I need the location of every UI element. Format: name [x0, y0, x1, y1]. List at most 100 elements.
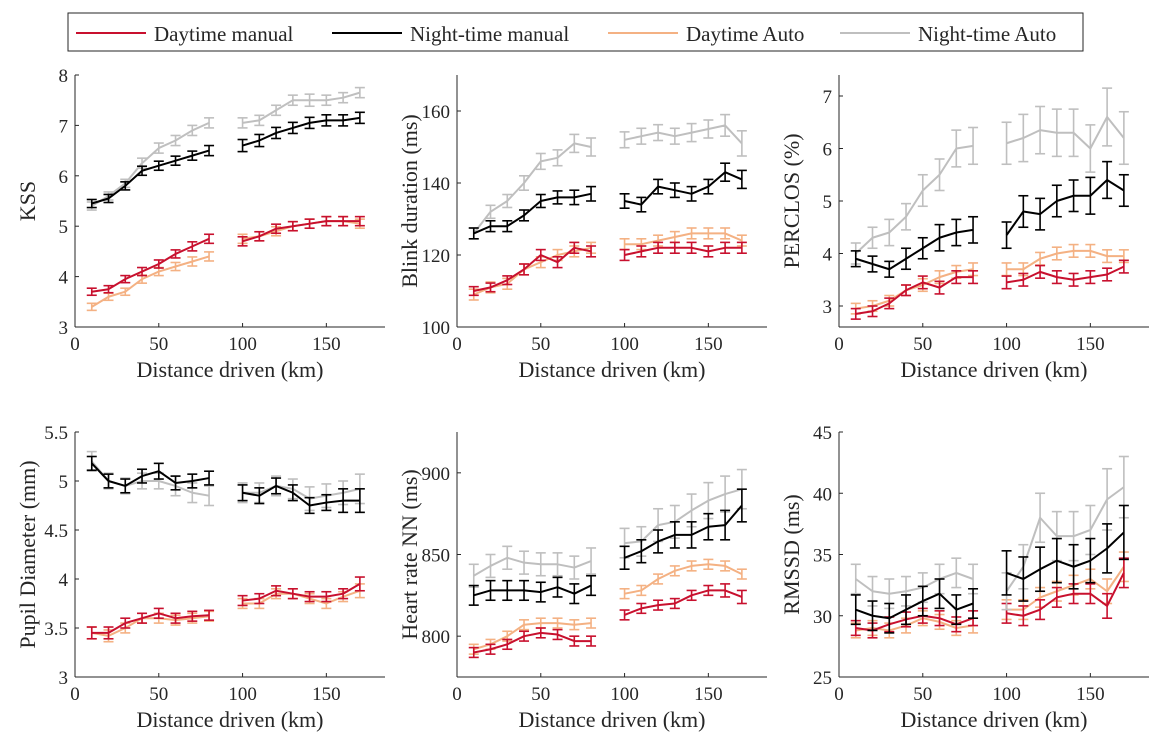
- series-night-time-manual: [86, 455, 365, 515]
- error-bar: [519, 579, 530, 602]
- error-bar: [552, 255, 563, 269]
- y-tick-label: 3.5: [44, 619, 68, 640]
- x-tick-label: 100: [992, 334, 1021, 355]
- error-bar: [1085, 270, 1096, 285]
- error-bar: [187, 150, 198, 161]
- error-bar: [354, 111, 365, 125]
- y-tick-label: 4: [823, 245, 833, 266]
- x-tick-label: 100: [992, 684, 1021, 705]
- error-bar: [137, 468, 148, 484]
- error-bar: [884, 297, 895, 310]
- error-bar: [304, 590, 315, 603]
- error-bar: [703, 178, 714, 195]
- error-bar: [569, 583, 580, 605]
- series-night-time-auto: [850, 455, 1129, 611]
- error-bar: [338, 91, 349, 104]
- error-bar: [86, 455, 97, 472]
- error-bar: [669, 127, 680, 145]
- series-daytime-manual: [468, 583, 747, 659]
- error-bar: [354, 215, 365, 227]
- series-line-daytime-manual: [624, 589, 743, 616]
- y-tick-label: 25: [813, 668, 832, 689]
- error-bar: [535, 248, 546, 262]
- error-bar: [187, 610, 198, 622]
- series-line-night-time-auto: [473, 556, 592, 577]
- panel-heart-rate-nn: 0 50 100 150 800 850 900 Distance driven (km) He…: [397, 432, 767, 732]
- series-line-daytime-manual: [91, 612, 210, 634]
- error-bar: [703, 512, 714, 541]
- error-bar: [586, 137, 597, 157]
- x-tick-label: 50: [913, 684, 932, 705]
- series-night-time-auto: [86, 450, 365, 512]
- error-bar: [170, 249, 181, 259]
- error-bar: [1068, 272, 1079, 287]
- y-tick-label: 4: [59, 268, 69, 289]
- error-bar: [720, 162, 731, 182]
- error-bar: [237, 117, 248, 129]
- error-bar: [884, 218, 895, 247]
- error-bar: [485, 282, 496, 293]
- error-bar: [287, 220, 298, 232]
- error-bar: [619, 609, 630, 621]
- error-bar: [535, 193, 546, 209]
- error-bar: [736, 568, 747, 580]
- y-tick-label: 8: [59, 66, 69, 87]
- error-bar: [103, 626, 114, 640]
- error-bar: [1102, 523, 1113, 574]
- error-bar: [1085, 176, 1096, 215]
- legend-entry-night-time-manual: Night-time manual: [332, 22, 569, 46]
- x-tick-label: 50: [913, 334, 932, 355]
- series-line-daytime-auto: [1006, 249, 1124, 271]
- error-bar: [552, 617, 563, 629]
- legend-entry-daytime-auto: Daytime Auto: [608, 22, 804, 46]
- series-line-daytime-auto: [91, 255, 210, 308]
- series-daytime-manual: [86, 215, 365, 297]
- error-bar: [86, 198, 97, 209]
- error-bar: [254, 114, 265, 127]
- series-daytime-auto: [86, 215, 365, 312]
- error-bar: [552, 190, 563, 205]
- error-bar: [1102, 249, 1113, 264]
- panel-blink-duration: 0 50 100 150 100 120 140 160 Distance driven (km…: [397, 75, 767, 382]
- error-bar: [304, 496, 315, 515]
- series-line-night-time-auto: [855, 144, 974, 255]
- error-bar: [669, 182, 680, 199]
- error-bar: [720, 241, 731, 254]
- error-bar: [485, 204, 496, 220]
- legend-box: [67, 12, 1084, 52]
- error-bar: [204, 470, 215, 486]
- error-bar: [586, 185, 597, 202]
- y-tick-label: 900: [422, 464, 451, 485]
- error-bar: [720, 113, 731, 137]
- error-bar: [287, 94, 298, 107]
- error-bar: [1102, 160, 1113, 200]
- error-bar: [354, 86, 365, 99]
- error-bar: [519, 619, 530, 631]
- error-bar: [1001, 221, 1012, 250]
- series-line-night-time-manual: [1005, 179, 1125, 236]
- error-bar: [736, 241, 747, 254]
- error-bar: [254, 230, 265, 242]
- error-bar: [569, 555, 580, 580]
- error-bar: [1068, 108, 1079, 158]
- x-axis-label: Distance driven (km): [519, 707, 706, 732]
- series-line-night-time-manual: [91, 149, 210, 205]
- x-axis-label: Distance driven (km): [901, 707, 1088, 732]
- error-bar: [204, 485, 215, 507]
- error-bar: [686, 241, 697, 254]
- error-bar: [519, 263, 530, 276]
- error-bar: [120, 181, 131, 191]
- error-bar: [287, 587, 298, 600]
- error-bar: [271, 585, 282, 597]
- series-night-time-manual: [850, 504, 1129, 634]
- x-axis-label: Distance driven (km): [901, 357, 1088, 382]
- error-bar: [619, 587, 630, 600]
- series-daytime-manual: [468, 241, 747, 297]
- error-bar: [686, 560, 697, 572]
- error-bar: [586, 245, 597, 258]
- error-bar: [137, 266, 148, 277]
- y-axis-label: Blink duration (ms): [397, 114, 422, 288]
- error-bar: [934, 280, 945, 295]
- error-bar: [354, 576, 365, 592]
- error-bar: [867, 226, 878, 250]
